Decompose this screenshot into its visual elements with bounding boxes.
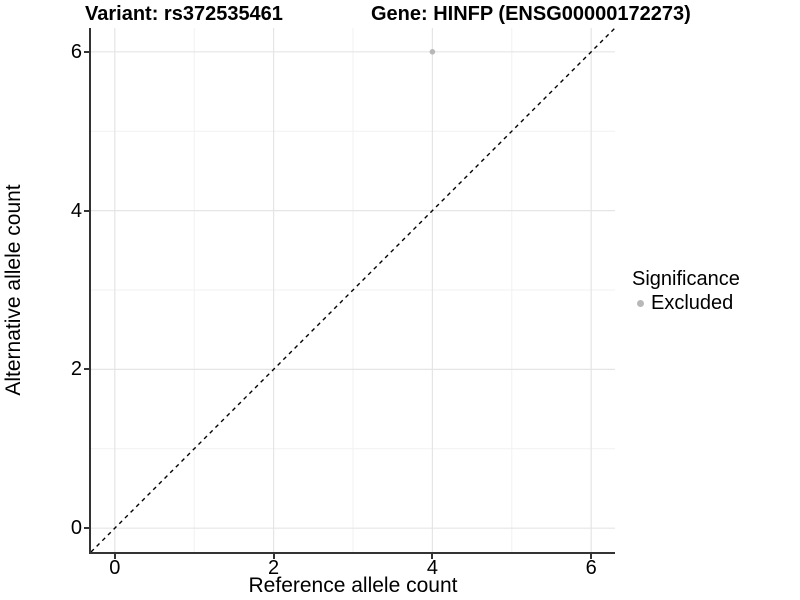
legend-item-label: Excluded xyxy=(651,292,734,314)
x-tick xyxy=(431,554,434,559)
y-tick xyxy=(84,50,89,53)
gene-title: Gene: HINFP (ENSG00000172273) xyxy=(371,3,691,25)
y-tick xyxy=(84,209,89,212)
plot-panel xyxy=(89,28,615,554)
y-tick-label: 6 xyxy=(70,40,82,63)
y-axis-title: Alternative allele count xyxy=(2,184,25,396)
x-tick xyxy=(113,554,116,559)
y-tick-label: 2 xyxy=(70,358,82,381)
y-tick xyxy=(84,527,89,530)
chart-canvas xyxy=(91,28,615,552)
y-tick xyxy=(84,368,89,371)
variant-title: Variant: rs372535461 xyxy=(85,3,283,25)
x-tick xyxy=(590,554,593,559)
legend-item: Excluded xyxy=(630,291,740,315)
legend-key-dot-icon xyxy=(637,299,644,307)
x-tick-label: 0 xyxy=(109,557,121,579)
y-tick-label: 0 xyxy=(70,517,82,540)
x-axis-title: Reference allele count xyxy=(248,574,458,597)
x-tick-label: 4 xyxy=(426,557,438,579)
identity-line xyxy=(91,28,615,552)
x-tick-label: 2 xyxy=(268,557,280,579)
data-point xyxy=(429,49,436,55)
legend: Significance Excluded xyxy=(630,267,740,315)
legend-items: Excluded xyxy=(630,291,740,315)
y-tick-label: 4 xyxy=(70,199,82,222)
legend-title: Significance xyxy=(632,268,740,290)
x-tick-label: 6 xyxy=(585,557,597,579)
x-tick xyxy=(272,554,275,559)
